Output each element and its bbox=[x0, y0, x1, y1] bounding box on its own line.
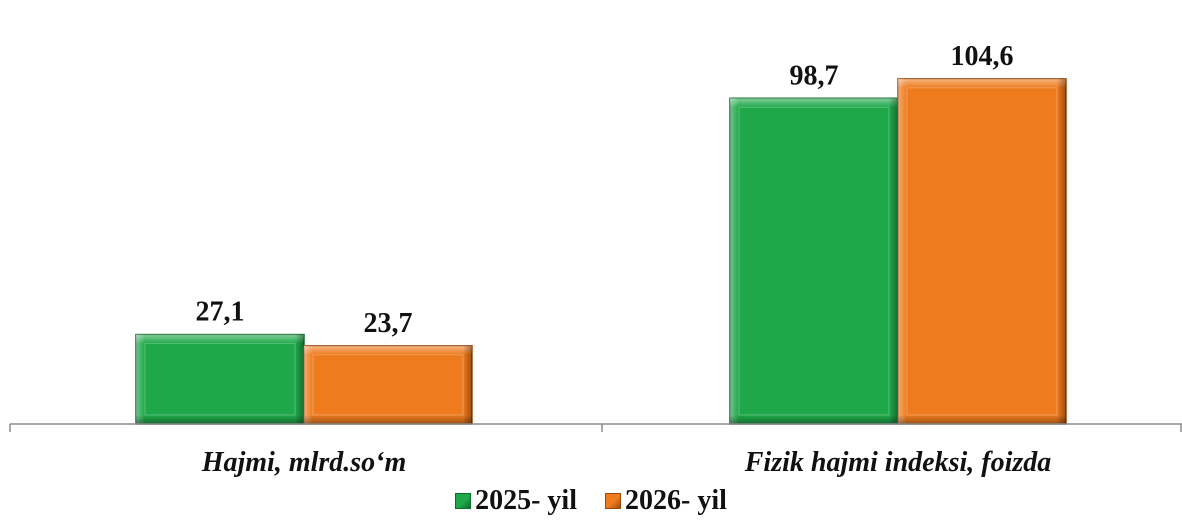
category-labels-group: Hajmi, mlrd.so‘m Fizik hajmi indeksi, foi… bbox=[201, 447, 1052, 478]
category-label: Hajmi, mlrd.so‘m bbox=[201, 447, 407, 478]
data-label: 98,7 bbox=[790, 60, 839, 91]
bar bbox=[897, 78, 1067, 425]
legend-swatch-2025 bbox=[455, 493, 472, 509]
legend-swatch-2026 bbox=[605, 493, 621, 509]
bar bbox=[303, 345, 473, 425]
legend-label-2026: 2026- yil bbox=[625, 485, 727, 516]
bars-group bbox=[135, 78, 1067, 425]
bar bbox=[135, 333, 305, 425]
value-labels-group: 27,1 23,7 98,7 104,6 bbox=[196, 41, 1014, 339]
data-label: 27,1 bbox=[196, 297, 245, 328]
data-label: 23,7 bbox=[364, 308, 413, 339]
legend-item-2025: 2025- yil bbox=[455, 487, 577, 515]
legend-item-2026: 2026- yil bbox=[605, 487, 727, 515]
x-axis bbox=[9, 423, 1182, 432]
legend-label-2025: 2025- yil bbox=[475, 485, 577, 516]
legend: 2025- yil 2026- yil bbox=[0, 480, 1182, 522]
data-label: 104,6 bbox=[951, 41, 1014, 72]
bar bbox=[729, 97, 899, 425]
category-label: Fizik hajmi indeksi, foizda bbox=[744, 447, 1052, 478]
